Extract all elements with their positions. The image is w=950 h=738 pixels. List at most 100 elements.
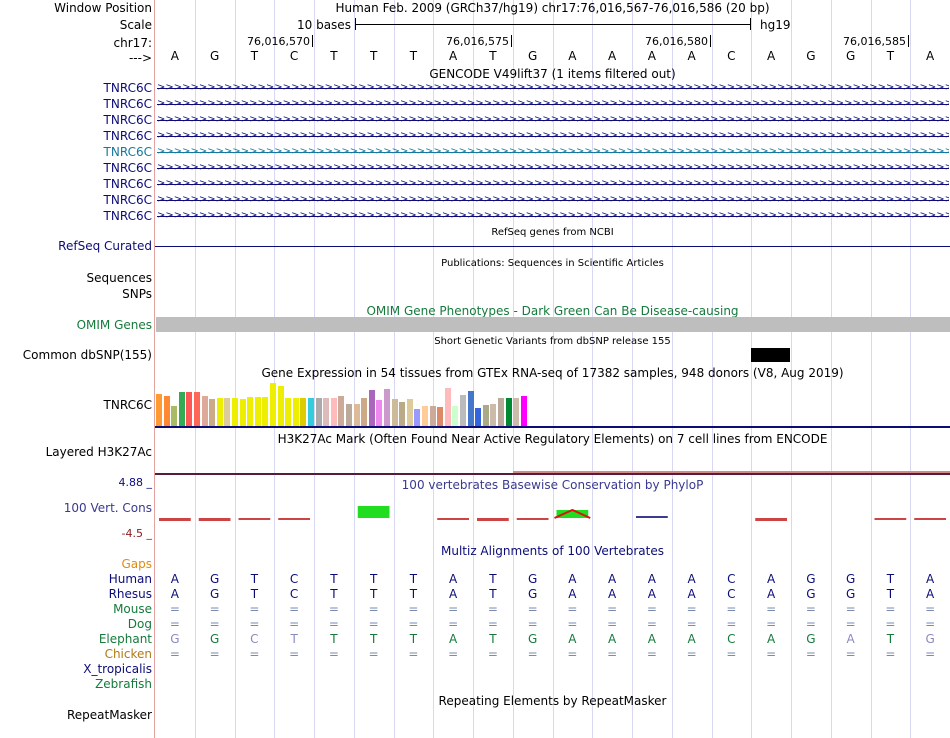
gtex-tissue-bar[interactable]: [201, 396, 208, 426]
gtex-bar-chart[interactable]: [155, 378, 950, 426]
gencode-gene-label[interactable]: TNRC6C: [103, 81, 152, 95]
gencode-transcript[interactable]: [157, 136, 949, 137]
gtex-tissue-bar[interactable]: [414, 409, 421, 426]
gtex-tissue-bar[interactable]: [216, 398, 223, 426]
gencode-transcript[interactable]: [157, 104, 949, 105]
gtex-tissue-bar[interactable]: [422, 406, 428, 426]
gtex-tissue-bar[interactable]: [270, 383, 276, 426]
alignment-base: =: [169, 647, 180, 661]
gtex-tissue-bar[interactable]: [467, 391, 474, 426]
pubs-title: Publications: Sequences in Scientific Ar…: [441, 258, 664, 269]
gtex-tissue-bar[interactable]: [437, 407, 444, 426]
track-display-area[interactable]: Human Feb. 2009 (GRCh37/hg19) chr17:76,0…: [155, 0, 950, 738]
dbsnp-label[interactable]: Common dbSNP(155): [22, 348, 152, 362]
dbsnp-variant[interactable]: [751, 348, 790, 362]
gtex-tissue-bar[interactable]: [368, 390, 375, 426]
reference-base: T: [250, 49, 259, 63]
gencode-gene-label[interactable]: TNRC6C: [103, 129, 152, 143]
phylop-max-label: 4.88 _: [118, 476, 153, 489]
species-label[interactable]: Human: [108, 572, 152, 586]
gtex-tissue-bar[interactable]: [346, 404, 352, 426]
gencode-gene-label[interactable]: TNRC6C: [103, 193, 152, 207]
gtex-tissue-bar[interactable]: [239, 399, 246, 426]
scale-bar-right-cap: [750, 18, 751, 30]
gtex-tissue-bar[interactable]: [353, 404, 360, 426]
gencode-gene-label[interactable]: TNRC6C: [103, 177, 152, 191]
omim-label[interactable]: OMIM Genes: [76, 318, 152, 332]
gencode-gene-label[interactable]: TNRC6C: [103, 113, 152, 127]
gtex-tissue-bar[interactable]: [391, 399, 398, 426]
gtex-tissue-bar[interactable]: [232, 398, 238, 426]
alignment-base: =: [925, 602, 936, 616]
gtex-tissue-bar[interactable]: [520, 396, 527, 426]
gencode-gene-label[interactable]: TNRC6C: [103, 97, 152, 111]
gtex-tissue-bar[interactable]: [429, 406, 436, 426]
gtex-tissue-bar[interactable]: [254, 397, 261, 426]
species-label[interactable]: Zebrafish: [95, 677, 152, 691]
gtex-tissue-bar[interactable]: [247, 397, 254, 426]
species-label[interactable]: Elephant: [98, 632, 152, 646]
species-label[interactable]: X_tropicalis: [83, 662, 152, 676]
h3k27ac-signal[interactable]: [155, 473, 950, 475]
phylop-plot[interactable]: [155, 494, 950, 536]
gtex-tissue-bar[interactable]: [323, 398, 330, 426]
species-label[interactable]: Rhesus: [108, 587, 152, 601]
gtex-tissue-bar[interactable]: [384, 389, 390, 426]
gtex-tissue-bar[interactable]: [277, 386, 284, 426]
gtex-tissue-bar[interactable]: [163, 396, 170, 426]
gencode-transcript[interactable]: [157, 152, 949, 153]
gtex-tissue-bar[interactable]: [300, 398, 307, 426]
alignment-base: =: [209, 617, 220, 631]
gtex-tissue-bar[interactable]: [171, 406, 178, 426]
gtex-tissue-bar[interactable]: [194, 392, 200, 426]
gtex-tissue-bar[interactable]: [178, 392, 185, 426]
gtex-tissue-bar[interactable]: [285, 398, 292, 426]
gtex-tissue-bar[interactable]: [406, 399, 413, 426]
gtex-tissue-bar[interactable]: [376, 400, 383, 426]
gtex-tissue-bar[interactable]: [186, 392, 193, 426]
gtex-tissue-bar[interactable]: [460, 395, 466, 426]
gtex-tissue-bar[interactable]: [513, 398, 520, 426]
refseq-label[interactable]: RefSeq Curated: [58, 239, 152, 253]
gtex-tissue-bar[interactable]: [262, 397, 269, 426]
gtex-tissue-bar[interactable]: [156, 394, 162, 426]
sequences-label[interactable]: Sequences: [86, 271, 152, 285]
gencode-transcript[interactable]: [157, 200, 949, 201]
grid-line: [194, 0, 196, 738]
phylop-label[interactable]: 100 Vert. Cons: [63, 501, 152, 515]
gtex-tissue-bar[interactable]: [482, 405, 489, 426]
species-label[interactable]: Dog: [127, 617, 152, 631]
gtex-tissue-bar[interactable]: [498, 398, 504, 426]
species-label[interactable]: Mouse: [113, 602, 152, 616]
omim-gene-bar[interactable]: [156, 317, 950, 332]
refseq-gene-line[interactable]: [155, 246, 950, 247]
gtex-tissue-bar[interactable]: [452, 406, 459, 426]
gtex-label[interactable]: TNRC6C: [103, 398, 152, 412]
gencode-transcript[interactable]: [157, 88, 949, 89]
gtex-tissue-bar[interactable]: [490, 404, 497, 426]
gtex-tissue-bar[interactable]: [315, 398, 322, 426]
gtex-tissue-bar[interactable]: [330, 398, 337, 426]
gtex-tissue-bar[interactable]: [308, 398, 314, 426]
grid-line: [274, 0, 276, 738]
gencode-transcript[interactable]: [157, 168, 949, 169]
gtex-tissue-bar[interactable]: [444, 388, 451, 426]
gtex-tissue-bar[interactable]: [399, 402, 406, 426]
gtex-tissue-bar[interactable]: [361, 398, 368, 426]
gtex-tissue-bar[interactable]: [505, 398, 512, 426]
gtex-tissue-bar[interactable]: [209, 399, 216, 426]
h3k27ac-label[interactable]: Layered H3K27Ac: [45, 445, 152, 459]
gencode-gene-label[interactable]: TNRC6C: [103, 209, 152, 223]
gtex-tissue-bar[interactable]: [338, 396, 345, 426]
snps-label[interactable]: SNPs: [122, 287, 152, 301]
species-label[interactable]: Chicken: [104, 647, 152, 661]
gencode-gene-label[interactable]: TNRC6C: [103, 161, 152, 175]
gencode-transcript[interactable]: [157, 216, 949, 217]
repeatmasker-label[interactable]: RepeatMasker: [66, 708, 152, 722]
gtex-tissue-bar[interactable]: [224, 398, 231, 426]
gencode-gene-label[interactable]: TNRC6C: [103, 145, 152, 159]
gencode-transcript[interactable]: [157, 184, 949, 185]
gtex-tissue-bar[interactable]: [475, 408, 482, 426]
gtex-tissue-bar[interactable]: [292, 398, 299, 426]
gencode-transcript[interactable]: [157, 120, 949, 121]
